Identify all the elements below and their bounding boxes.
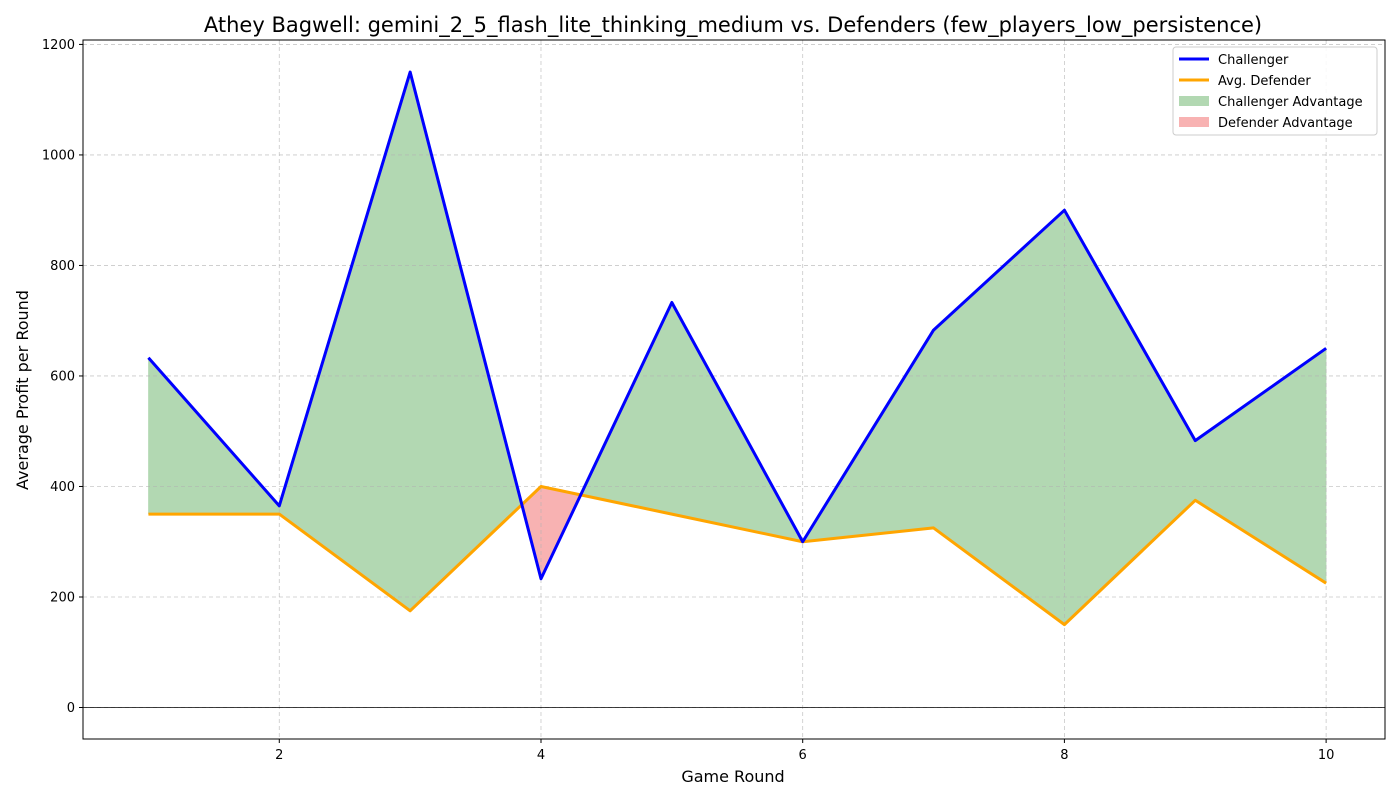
chart-title: Athey Bagwell: gemini_2_5_flash_lite_thi… (204, 13, 1262, 38)
legend-swatch-challenger-advantage (1179, 96, 1209, 106)
defender-line (148, 484, 1327, 627)
y-tick-label: 0 (67, 701, 75, 716)
x-axis-label: Game Round (681, 767, 784, 786)
legend-box (1172, 46, 1378, 136)
plot-frame (82, 39, 1386, 740)
x-tick-label: 10 (1318, 748, 1335, 763)
grid-layer (83, 40, 1385, 739)
ticks-layer: 2 4 6 8 10 0 200 400 600 800 1000 1200 (42, 38, 1334, 763)
y-axis-label: Average Profit per Round (13, 290, 32, 490)
challenger-advantage-area (409, 71, 523, 612)
fills-layer (148, 71, 1327, 626)
y-tick-label: 1000 (42, 148, 75, 163)
challenger-advantage-area (1195, 347, 1327, 584)
y-tick-label: 800 (50, 259, 75, 274)
lines-layer (147, 70, 1327, 627)
legend: Challenger Avg. Defender Challenger Adva… (1172, 46, 1378, 136)
challenger-line (147, 70, 1327, 581)
challenger-advantage-area (933, 209, 1065, 626)
y-tick-label: 400 (50, 480, 75, 495)
x-tick-label: 4 (537, 748, 545, 763)
legend-label-defender-advantage: Defender Advantage (1218, 116, 1353, 131)
legend-label-defender: Avg. Defender (1218, 74, 1311, 89)
y-tick-label: 600 (50, 369, 75, 384)
legend-swatch-defender-advantage (1179, 117, 1209, 127)
legend-label-challenger-advantage: Challenger Advantage (1218, 95, 1363, 110)
legend-label-challenger: Challenger (1218, 53, 1289, 68)
x-tick-label: 6 (799, 748, 807, 763)
y-tick-label: 1200 (42, 38, 75, 53)
y-tick-label: 200 (50, 590, 75, 605)
x-tick-label: 8 (1060, 748, 1068, 763)
x-tick-label: 2 (275, 748, 283, 763)
